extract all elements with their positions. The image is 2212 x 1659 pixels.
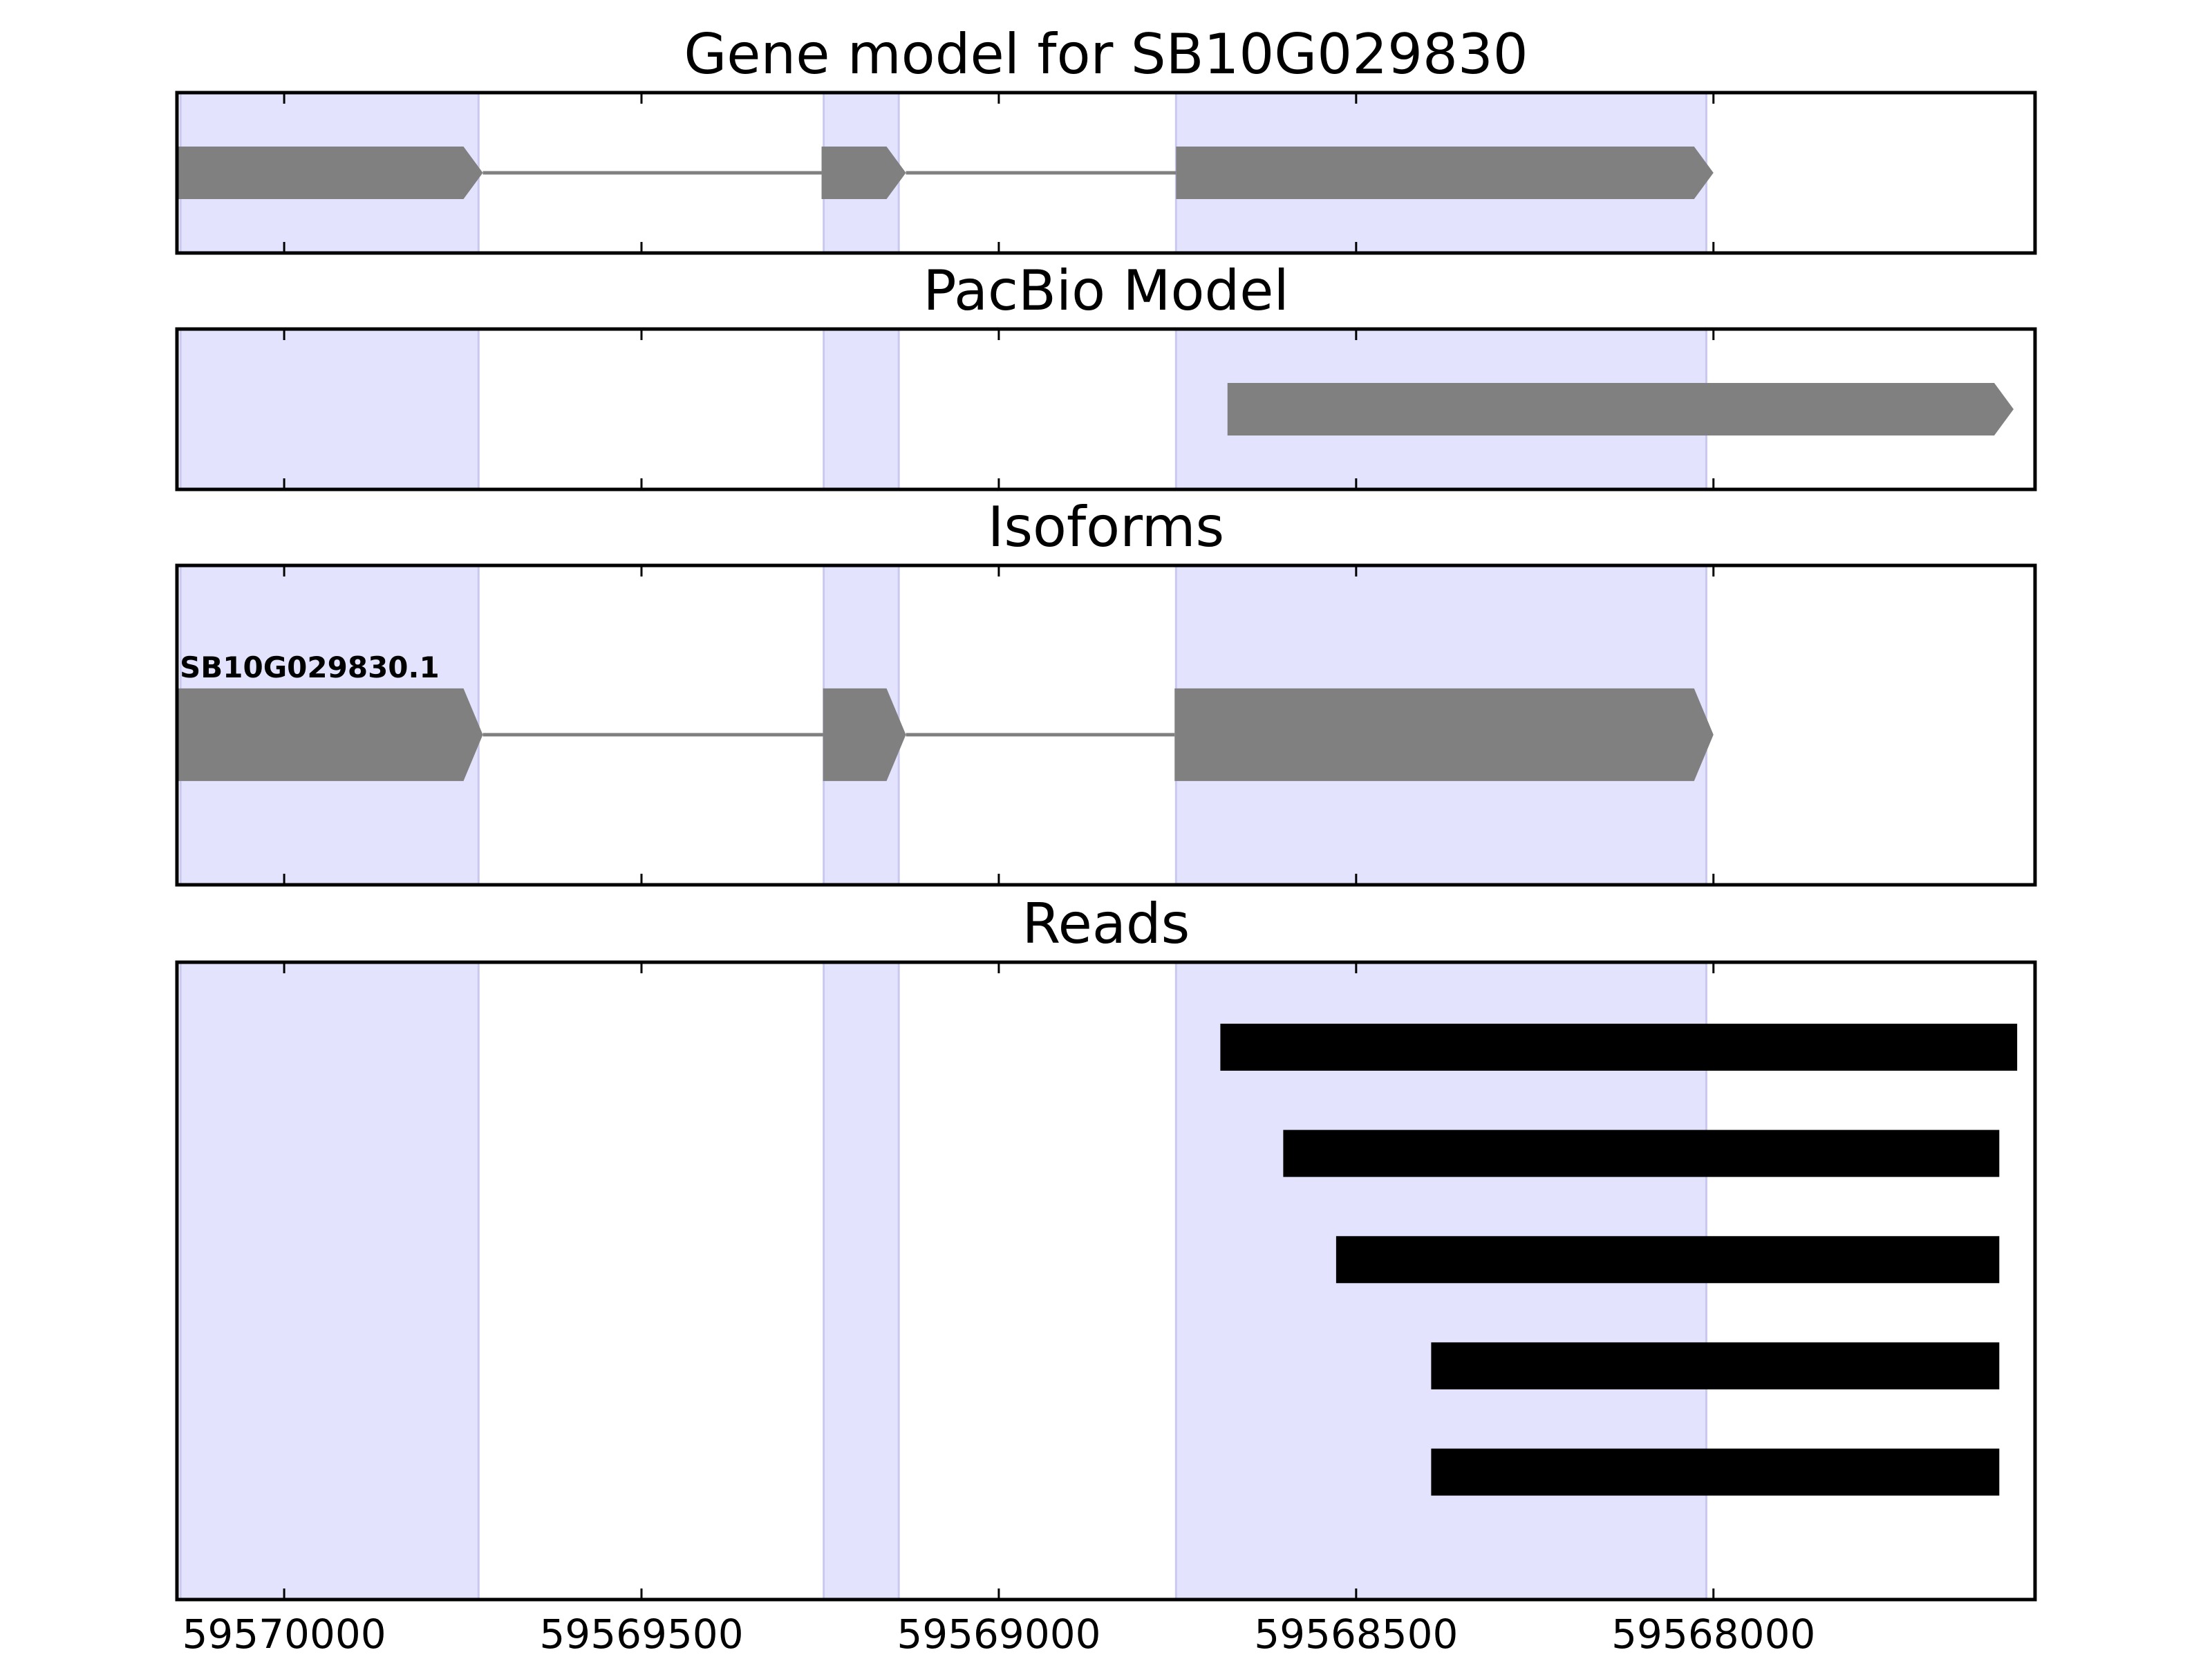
exon-highlight-band: [823, 961, 900, 1601]
exon-block: [1227, 383, 2014, 435]
panel-frame: [175, 960, 2037, 1602]
panel-frame: [175, 563, 2037, 887]
exon-block: [177, 147, 483, 199]
read-bar: [1335, 1236, 2000, 1284]
panel-title: Reads: [1022, 892, 1190, 956]
x-tick-label: 59568000: [1611, 1611, 1815, 1658]
exon-block: [823, 688, 906, 781]
panel-2: PacBio Model: [175, 259, 2037, 491]
panel-title: PacBio Model: [923, 259, 1288, 323]
read-bar: [1220, 1023, 2018, 1071]
x-tick-label: 59568500: [1254, 1611, 1458, 1658]
panel-title: Gene model for SB10G029830: [684, 22, 1528, 86]
x-tick-label: 59570000: [182, 1611, 386, 1658]
read-bar: [1283, 1130, 2000, 1177]
panels-layer: Gene model for SB10G029830 PacBio Model Is…: [175, 22, 2037, 1602]
x-tick-label: 59569000: [897, 1611, 1100, 1658]
panel-frame: [175, 327, 2037, 491]
exon-highlight-band: [179, 961, 480, 1601]
exon-highlight-band: [823, 328, 900, 491]
exon-highlight-band: [179, 328, 480, 491]
read-bar: [1431, 1342, 2000, 1389]
panel-title: Isoforms: [988, 495, 1224, 559]
exon-block: [177, 688, 483, 781]
panel-4: Reads: [175, 892, 2037, 1602]
x-tick-label: 59569500: [539, 1611, 743, 1658]
isoform-label: SB10G029830.1: [180, 650, 440, 684]
panel-frame: [175, 91, 2037, 255]
exon-block: [821, 147, 906, 199]
exon-block: [1176, 147, 1714, 199]
read-bar: [1431, 1448, 2000, 1496]
panel-1: Gene model for SB10G029830: [175, 22, 2037, 255]
exon-block: [1174, 688, 1714, 781]
x-axis-tick-labels: 59570000 59569500 59569000 59568500 59568000: [182, 1611, 1815, 1658]
panel-3: Isoforms SB10G029830.1: [175, 495, 2037, 887]
